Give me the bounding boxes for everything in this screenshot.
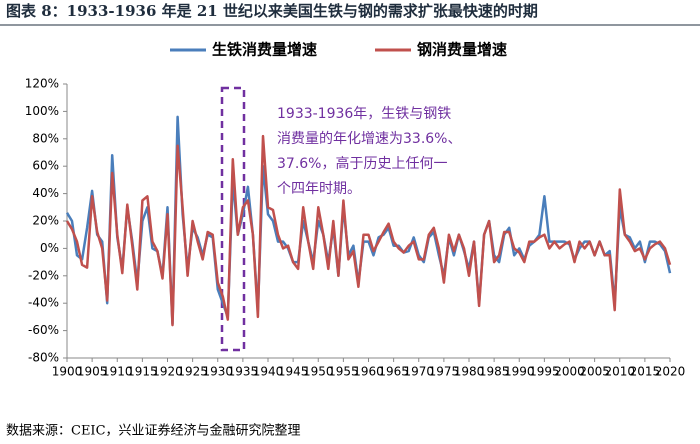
x-tick-label: 2000 [554,365,585,379]
x-tick-label: 1980 [454,365,485,379]
y-tick-label: 60% [32,159,59,173]
annotation: 消费量的年化增速为33.6%、 [277,131,461,147]
x-tick-label: 1975 [429,365,460,379]
y-tick-label: 100% [25,104,59,118]
annotation: 1933-1936年，生铁与钢铁 [277,106,451,122]
x-tick-label: 1940 [253,365,284,379]
x-tick-label: 1965 [378,365,409,379]
highlight-box [220,86,246,352]
x-tick-label: 1960 [353,365,384,379]
x-tick-label: 1905 [77,365,108,379]
y-tick-label: 80% [32,131,59,145]
chart-title: 图表 8：1933-1936 年是 21 世纪以来美国生铁与钢的需求扩张最快速的… [6,2,538,20]
x-tick-label: 1930 [202,365,233,379]
series-line [65,115,672,326]
y-tick-label: -60% [28,323,59,337]
x-tick-label: 1945 [278,365,309,379]
x-tick-label: 1925 [177,365,208,379]
x-tick-label: 1915 [127,365,158,379]
x-tick-label: 2010 [604,365,635,379]
x-tick-label: 1920 [152,365,183,379]
y-tick-label: -40% [28,296,59,310]
x-tick-label: 1985 [479,365,510,379]
x-tick-label: 1910 [102,365,133,379]
x-tick-label: 2005 [579,365,610,379]
y-tick-label: 20% [32,214,59,228]
x-tick-label: 1970 [403,365,434,379]
x-tick-label: 2015 [630,365,661,379]
y-tick-label: 0% [40,241,59,255]
x-tick-label: 1900 [52,365,83,379]
x-tick-label: 1990 [504,365,535,379]
series-line [65,134,672,327]
annotation: 个四年时期。 [277,181,361,197]
x-tick-label: 1995 [529,365,560,379]
legend-label: 钢消费量增速 [417,41,507,59]
x-tick-label: 2020 [655,365,686,379]
y-tick-label: -20% [28,268,59,282]
x-tick-label: 1955 [328,365,359,379]
source: 数据来源：CEIC，兴业证券经济与金融研究院整理 [6,423,301,439]
legend-label: 生铁消费量增速 [212,41,317,59]
y-tick-label: 120% [25,77,59,91]
y-tick-label: 40% [32,186,59,200]
annotation: 37.6%，高于历史上任何一 [277,155,447,172]
y-tick-label: -80% [28,351,59,365]
x-tick-label: 1950 [303,365,334,379]
x-tick-label: 1935 [228,365,259,379]
